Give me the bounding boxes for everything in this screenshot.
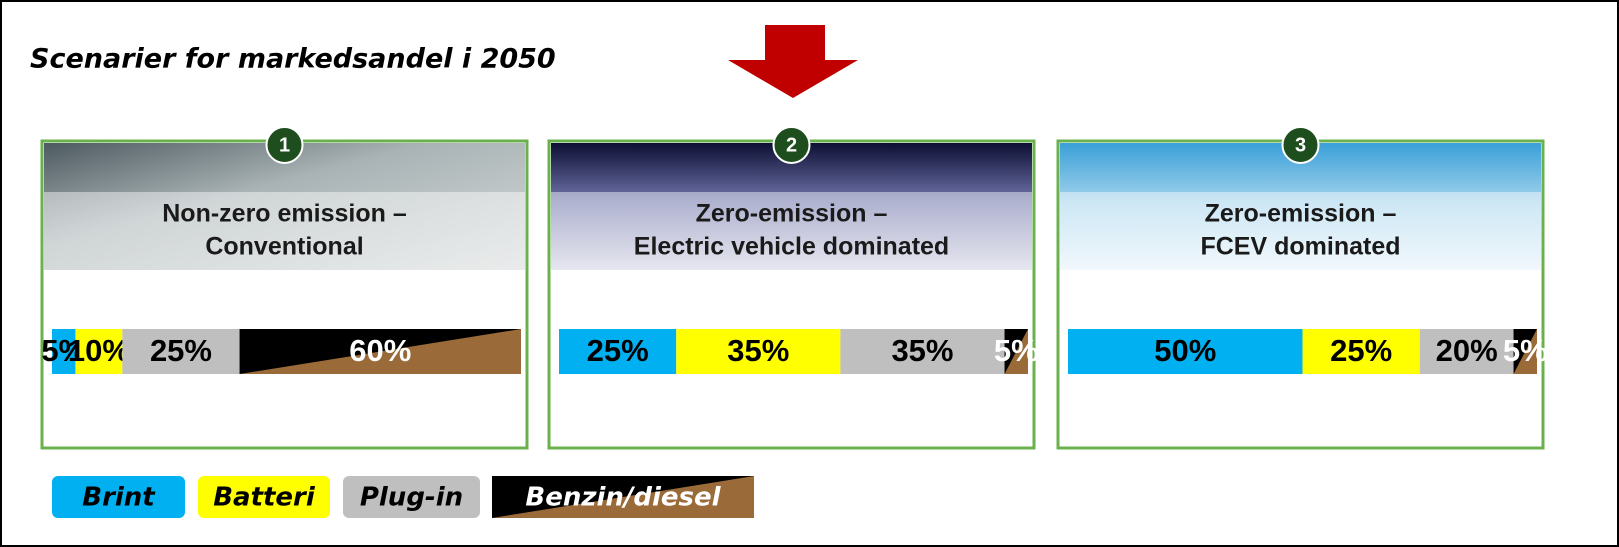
segment-label: 35% [727, 333, 789, 368]
legend-label: Plug-in [360, 483, 463, 513]
legend-label: Benzin/diesel [525, 483, 721, 513]
segment-label: 25% [587, 333, 649, 368]
segment-label: 50% [1154, 333, 1216, 368]
number-label: 3 [1295, 134, 1306, 156]
segment-label: 20% [1436, 333, 1498, 368]
slide-title: Scenarier for markedsandel i 2050 [30, 44, 556, 75]
segment-label: 25% [1330, 333, 1392, 368]
scenario-subtitle: Electric vehicle dominated [634, 233, 949, 261]
segment-label: 5% [994, 333, 1039, 368]
number-label: 2 [786, 134, 797, 156]
scenario-title: Non-zero emission – [162, 200, 407, 228]
segment-label: 10% [68, 333, 130, 368]
number-label: 1 [279, 134, 290, 156]
segment-label: 35% [891, 333, 953, 368]
scenario-subtitle: FCEV dominated [1200, 233, 1400, 261]
legend: Brint Batteri Plug-in Benzin/diesel [52, 476, 754, 518]
legend-label: Batteri [213, 483, 316, 513]
scenario-title: Zero-emission – [696, 200, 888, 228]
legend-label: Brint [82, 483, 156, 513]
scenario-subtitle: Conventional [205, 233, 363, 261]
scenario-title: Zero-emission – [1205, 200, 1397, 228]
slide: Scenarier for markedsandel i 2050 1 Non-z… [0, 0, 1619, 547]
segment-label: 5% [1503, 333, 1548, 368]
segment-label: 25% [150, 333, 212, 368]
segment-label: 60% [349, 333, 411, 368]
